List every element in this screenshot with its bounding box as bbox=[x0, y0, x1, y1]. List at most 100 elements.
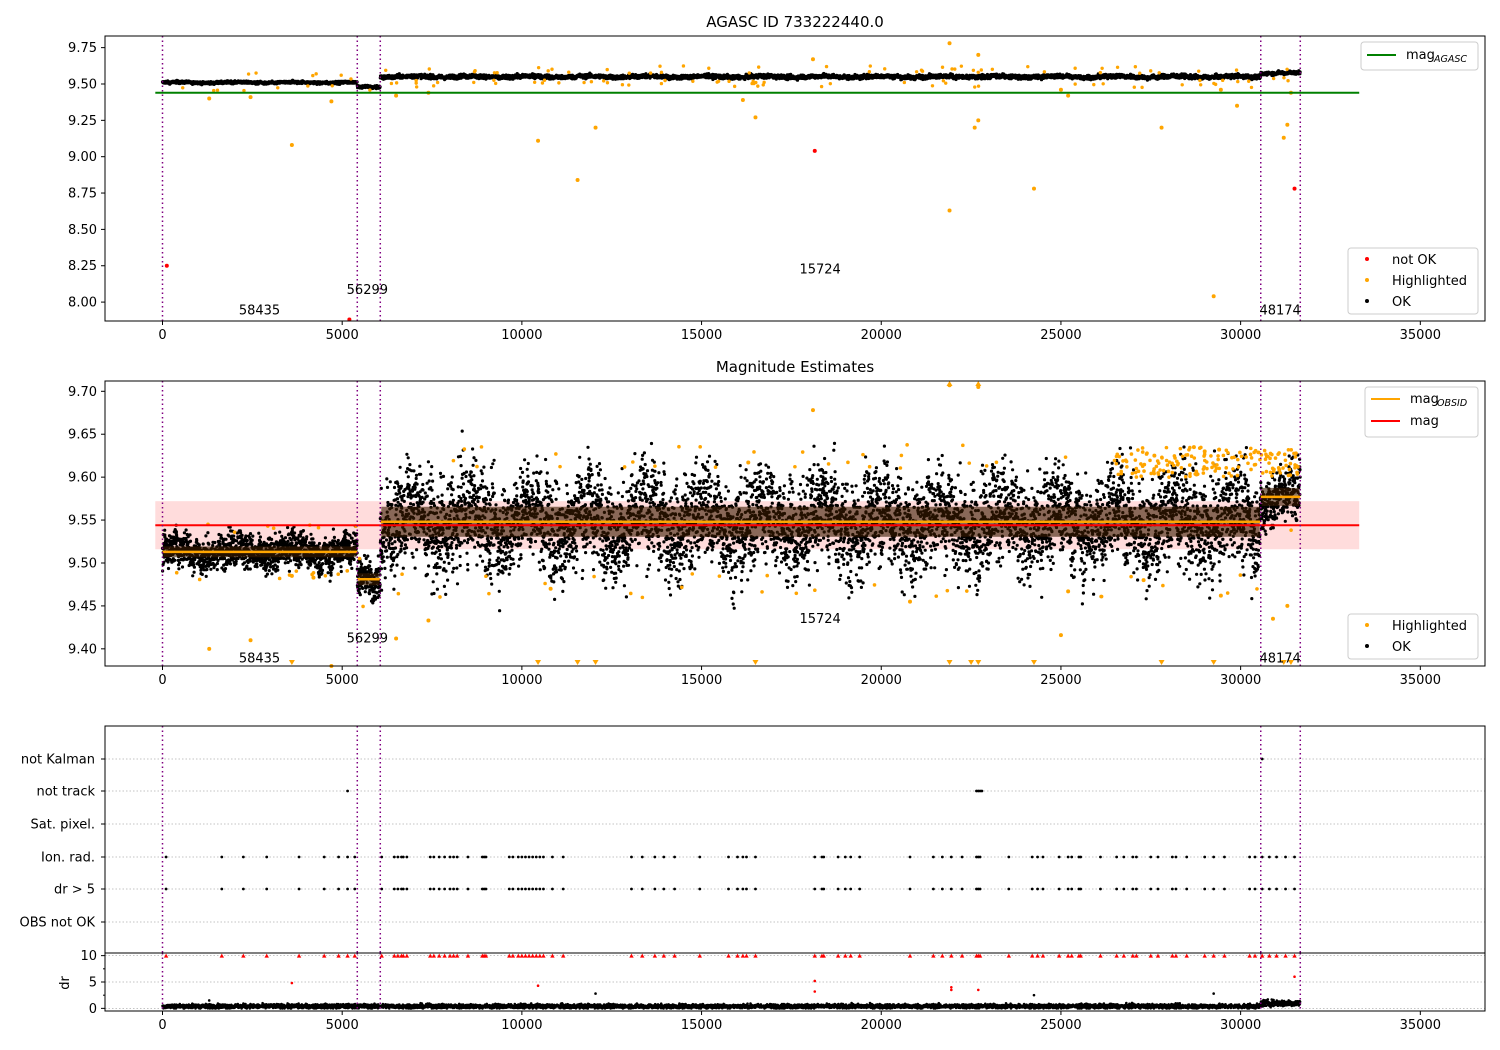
panel1-highlighted-point bbox=[593, 125, 598, 130]
panel1-highlighted-point bbox=[414, 85, 419, 89]
panel2-highlighted-point bbox=[1225, 591, 1230, 595]
panel1-highlighted-point bbox=[550, 67, 554, 71]
panel2-highlighted-point bbox=[1231, 467, 1235, 471]
panel1-highlighted-point bbox=[1140, 85, 1144, 90]
panel2-highlighted-point bbox=[1066, 589, 1071, 594]
panel2-highlighted-point bbox=[1270, 474, 1274, 478]
panel3-flag-point bbox=[698, 887, 702, 891]
panel4-ylabel: dr bbox=[58, 976, 73, 990]
panel3-flag-point bbox=[1293, 887, 1296, 891]
panel2-highlighted-point bbox=[1202, 449, 1207, 454]
panel2-highlighted-point bbox=[908, 599, 912, 604]
panel4-clipped-marker bbox=[1292, 953, 1297, 958]
panel4-clipped-marker bbox=[843, 953, 848, 958]
panel1-highlighted-point bbox=[289, 143, 294, 148]
panel2-highlighted-point bbox=[1204, 460, 1209, 464]
panel1-highlighted-point bbox=[339, 73, 343, 77]
panel3-flag-point bbox=[1203, 887, 1207, 891]
panel3-flag-point bbox=[1253, 887, 1257, 891]
panel3-flag-point bbox=[1036, 855, 1039, 859]
panel2-highlighted-point bbox=[1281, 466, 1285, 470]
panel1-legend-sub: AGASC bbox=[1433, 54, 1467, 65]
panel2-highlighted-point bbox=[1149, 471, 1153, 476]
panel1-highlighted-point bbox=[810, 57, 815, 62]
panel2-clipped-marker bbox=[535, 660, 542, 665]
panel1-highlighted-point bbox=[1198, 83, 1203, 87]
panel3-flag-point bbox=[931, 887, 935, 891]
panel3-flag-point bbox=[653, 855, 657, 859]
panel4-clipped-marker bbox=[1006, 953, 1012, 958]
panel3-flag-point bbox=[1007, 855, 1011, 859]
panel1-highlighted-point bbox=[427, 67, 431, 71]
panel1-highlighted-point bbox=[883, 67, 887, 71]
panel1-highlighted-point bbox=[389, 81, 394, 86]
panel3-flag-point bbox=[520, 887, 524, 891]
panel3-flag-point bbox=[745, 855, 748, 859]
panel2-highlighted-point bbox=[1293, 463, 1297, 467]
panel4-clipped-marker bbox=[1056, 953, 1062, 958]
panel3-flag-point bbox=[511, 887, 515, 891]
panel2-highlighted-point bbox=[1133, 470, 1138, 475]
panel3-category-label: dr > 5 bbox=[54, 883, 95, 898]
panel2-legend-label: mag bbox=[1410, 414, 1439, 429]
panel1-highlighted-point bbox=[1098, 70, 1102, 75]
panel2-clipped-marker bbox=[946, 381, 953, 386]
panel2-highlighted-point bbox=[1183, 474, 1188, 479]
panel3-flag-point bbox=[322, 887, 326, 891]
panel1-highlighted-point bbox=[1211, 294, 1216, 299]
panel3-flag-point bbox=[1115, 855, 1119, 859]
panel2-highlighted-point bbox=[451, 458, 456, 463]
panel1-highlighted-point bbox=[1132, 85, 1137, 89]
panel3-flag-point bbox=[220, 855, 224, 859]
panel3-flag-point bbox=[531, 855, 535, 859]
panel3-category-label: not track bbox=[36, 785, 95, 800]
panel2-highlighted-point bbox=[1161, 583, 1165, 588]
panel2-highlighted-point bbox=[484, 574, 488, 579]
panel2-highlighted-point bbox=[316, 525, 321, 530]
panel1-highlighted-point bbox=[940, 65, 945, 69]
panel2-highlighted-point bbox=[1164, 445, 1169, 450]
panel3-flag-point bbox=[1135, 887, 1138, 891]
panel1-highlighted-point bbox=[472, 70, 477, 74]
panel4-clipped-marker bbox=[1029, 953, 1035, 958]
panel1-notok-point bbox=[1292, 186, 1297, 191]
panel1-highlighted-point bbox=[306, 84, 310, 88]
panel2-highlighted-point bbox=[690, 572, 695, 576]
panel3-flag-point bbox=[432, 887, 436, 891]
panel2-xtick-label: 0 bbox=[158, 673, 166, 688]
panel2-xtick-label: 20000 bbox=[861, 673, 902, 688]
panel3-flag-point bbox=[822, 855, 826, 859]
panel1-highlighted-point bbox=[329, 99, 334, 104]
panel4-clipped-marker bbox=[1267, 953, 1272, 958]
panel4-clipped-marker bbox=[652, 953, 658, 958]
panel4-xtick-label: 20000 bbox=[861, 1018, 902, 1033]
panel2-highlighted-point bbox=[323, 574, 328, 578]
panel3-flag-point bbox=[1223, 855, 1226, 859]
panel1-highlighted-point bbox=[414, 78, 418, 83]
panel1-highlighted-point bbox=[973, 85, 977, 89]
panel4-clipped-marker bbox=[404, 953, 410, 958]
panel3-flag-point bbox=[466, 855, 470, 859]
panel3-category-label: Ion. rad. bbox=[41, 851, 95, 866]
panel2-highlighted-point bbox=[1124, 459, 1129, 464]
panel4-outlier-point bbox=[813, 990, 817, 993]
panel2-highlighted-point bbox=[984, 464, 989, 468]
panel4-clipped-marker bbox=[1184, 953, 1189, 958]
panel2-highlighted-point bbox=[394, 636, 399, 641]
panel2-highlighted-point bbox=[1191, 445, 1196, 450]
panel4-clipped-marker bbox=[541, 953, 546, 958]
panel2-highlighted-point bbox=[1161, 468, 1166, 473]
panel3-flag-point bbox=[353, 855, 357, 859]
panel1-highlighted-point bbox=[756, 65, 761, 69]
panel3-flag-point bbox=[1267, 855, 1271, 859]
panel3-flag-point bbox=[520, 855, 524, 859]
panel3-flag-point bbox=[1030, 855, 1034, 859]
panel2-highlighted-point bbox=[994, 460, 999, 465]
panel4-clipped-marker bbox=[507, 953, 512, 958]
panel1-legend-bottom bbox=[1347, 247, 1479, 315]
panel2-highlighted-point bbox=[1230, 455, 1234, 460]
panel2-highlighted-point bbox=[872, 583, 877, 587]
panel1-highlighted-point bbox=[1092, 82, 1096, 87]
panel1-highlighted-point bbox=[941, 79, 946, 83]
panel4-clipped-marker bbox=[1148, 953, 1153, 958]
